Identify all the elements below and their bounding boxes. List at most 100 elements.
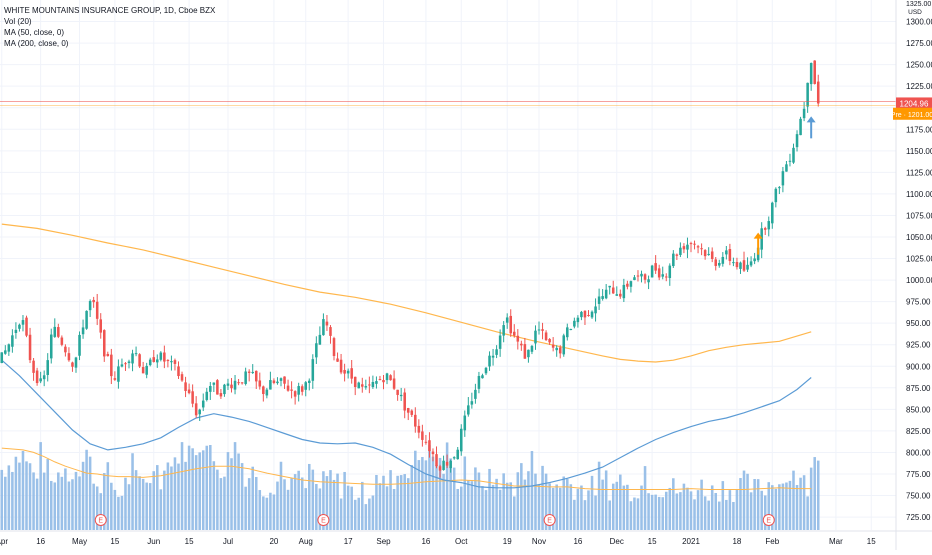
candle-body: [14, 329, 18, 334]
volume-bar: [212, 461, 216, 530]
candle-body: [262, 386, 265, 395]
candle-body: [173, 360, 177, 364]
volume-bar: [35, 478, 39, 530]
candle-body: [357, 382, 361, 389]
candle-body: [498, 335, 502, 349]
volume-bar: [597, 461, 601, 530]
candle-body: [385, 373, 389, 381]
volume-bar: [134, 470, 138, 530]
candle-body: [364, 386, 368, 388]
time-tick-label: May: [72, 537, 87, 546]
candle-body: [696, 246, 700, 248]
candle-body: [194, 403, 198, 416]
time-tick-label: 16: [36, 537, 45, 546]
volume-bar: [251, 466, 254, 530]
volume-bar: [371, 495, 375, 530]
volume-bar: [509, 482, 513, 530]
volume-bar: [378, 483, 382, 530]
candle-body: [166, 360, 170, 362]
volume-bar: [573, 499, 576, 530]
candle-body: [795, 134, 799, 148]
volume-bar: [0, 469, 4, 530]
chart-legend: WHITE MOUNTAINS INSURANCE GROUP, 1D, Cbo…: [4, 5, 215, 49]
candle-body: [152, 357, 156, 362]
volume-bar: [682, 483, 686, 530]
candle-body: [286, 385, 290, 391]
candle-body: [619, 293, 622, 297]
candle-body: [187, 389, 191, 394]
candle-body: [406, 408, 410, 413]
candle-body: [279, 378, 283, 381]
volume-bar: [258, 490, 262, 530]
volume-bar: [505, 482, 509, 530]
price-tick-label: 875.00: [906, 384, 931, 393]
volume-bar: [226, 452, 230, 530]
volume-bar: [459, 486, 463, 530]
volume-bar: [756, 479, 760, 530]
volume-bar: [74, 471, 78, 530]
candle-body: [49, 334, 53, 359]
candle-body: [131, 353, 134, 364]
candle-body: [541, 329, 544, 331]
time-tick-label: Mar: [829, 537, 843, 546]
volume-bar: [297, 470, 300, 530]
candle-body: [276, 381, 279, 384]
candle-body: [781, 171, 785, 186]
volume-bar: [81, 461, 85, 530]
volume-bar: [364, 504, 368, 530]
volume-bar: [816, 460, 820, 530]
candle-body: [636, 275, 640, 277]
time-tick-label: 15: [110, 537, 119, 546]
volume-bar: [361, 481, 364, 530]
volume-bar: [414, 450, 417, 530]
volume-bar: [774, 488, 778, 530]
volume-bar: [442, 473, 445, 530]
candle-body: [725, 250, 728, 255]
candle-body: [209, 386, 212, 392]
volume-bar: [173, 457, 177, 530]
volume-bar: [233, 442, 237, 530]
candle-body: [809, 63, 813, 85]
candle-body: [106, 353, 110, 357]
price-tick-label: 1175.00: [906, 125, 932, 134]
volume-bar: [650, 494, 654, 530]
candle-body: [74, 357, 78, 368]
candle-body: [265, 389, 269, 396]
candle-body: [18, 324, 21, 329]
earnings-marker: [317, 514, 330, 526]
volume-bar: [329, 470, 332, 530]
volume-bar: [279, 461, 283, 530]
candle-body: [389, 375, 392, 381]
candle-body: [771, 202, 774, 224]
earnings-marker-label: E: [547, 518, 552, 525]
volume-bar: [781, 483, 785, 530]
candle-body: [283, 376, 286, 384]
volume-bar: [657, 496, 661, 530]
candle-body: [124, 363, 127, 365]
candle-body: [537, 329, 541, 331]
candle-body: [39, 378, 42, 382]
candle-body: [332, 338, 336, 356]
candle-body: [346, 370, 350, 374]
volume-bar: [809, 467, 813, 530]
volume-bar: [753, 478, 756, 530]
candle-body: [647, 279, 650, 283]
candle-body: [237, 382, 240, 384]
candle-body: [120, 364, 124, 367]
volume-bar: [290, 478, 293, 530]
volume-bar: [474, 467, 477, 530]
volume-bar: [272, 494, 276, 530]
candle-body: [396, 389, 399, 395]
candle-body: [700, 248, 703, 250]
candle-body: [57, 327, 60, 337]
volume-bar: [382, 475, 385, 530]
volume-bar: [767, 482, 771, 530]
candle-body: [32, 360, 35, 373]
volume-bar: [583, 500, 587, 530]
volume-bar: [11, 471, 14, 530]
candle-body: [707, 253, 710, 255]
volume-bar: [332, 479, 336, 530]
candle-body: [145, 365, 148, 375]
